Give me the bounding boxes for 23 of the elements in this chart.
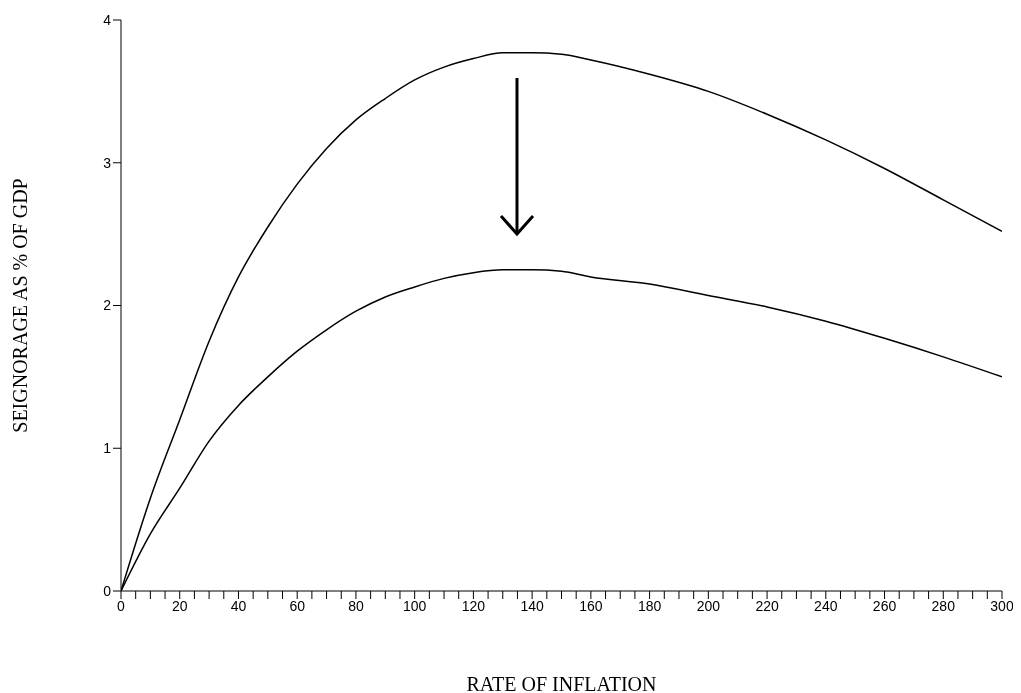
x-tick-label: 160 <box>579 597 603 614</box>
x-tick-label: 240 <box>814 597 838 614</box>
y-axis-title: SEIGNORAGE AS % OF GDP <box>9 178 32 433</box>
x-tick-label: 220 <box>755 597 779 614</box>
y-tick-label: 3 <box>103 154 112 171</box>
x-tick-label: 100 <box>402 597 427 614</box>
y-tick-label: 0 <box>103 582 112 599</box>
y-tick-label: 2 <box>103 297 112 314</box>
x-tick-label: 140 <box>520 597 545 614</box>
y-tick-label: 1 <box>103 440 112 457</box>
x-tick-label: 120 <box>461 597 486 614</box>
x-tick-label: 60 <box>289 597 306 614</box>
x-tick-label: 260 <box>872 597 897 614</box>
x-tick-label: 20 <box>171 597 188 614</box>
x-tick-label: 200 <box>696 597 721 614</box>
x-axis-title: RATE OF INFLATION <box>466 673 657 693</box>
y-tick-label: 4 <box>103 11 112 28</box>
x-tick-label: 80 <box>348 597 364 614</box>
x-tick-label: 0 <box>117 597 126 614</box>
x-tick-label: 300 <box>990 597 1014 614</box>
x-tick-label: 280 <box>931 597 956 614</box>
x-tick-label: 180 <box>637 597 662 614</box>
x-tick-label: 40 <box>230 597 247 614</box>
